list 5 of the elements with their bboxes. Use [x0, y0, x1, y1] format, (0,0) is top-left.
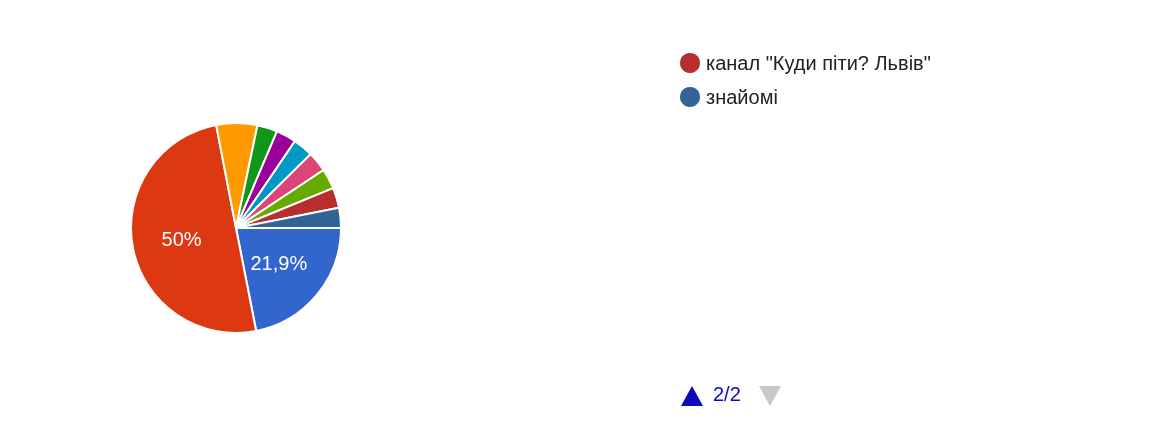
data-label: 21,9% [250, 252, 308, 275]
legend-label: канал "Куди піти? Львів" [706, 52, 931, 74]
data-label: 50% [161, 227, 202, 250]
text: 2/2 [713, 383, 741, 405]
legend-label: знайомі [706, 86, 778, 108]
